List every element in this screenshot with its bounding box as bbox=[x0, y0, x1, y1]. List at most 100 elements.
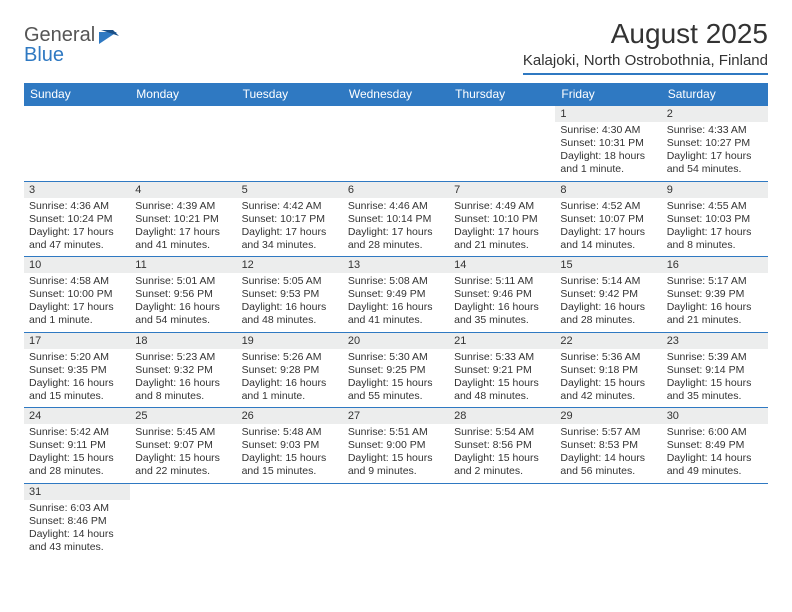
daylight: Daylight: 15 hours and 22 minutes. bbox=[135, 452, 231, 478]
empty-daynum bbox=[555, 484, 661, 500]
daylight: Daylight: 14 hours and 43 minutes. bbox=[29, 528, 125, 554]
day-number: 21 bbox=[449, 333, 555, 349]
day-number: 30 bbox=[662, 408, 768, 424]
sunset: Sunset: 10:21 PM bbox=[135, 213, 231, 226]
day-number: 24 bbox=[24, 408, 130, 424]
day-number: 28 bbox=[449, 408, 555, 424]
calendar-cell: 27Sunrise: 5:51 AMSunset: 9:00 PMDayligh… bbox=[343, 408, 449, 484]
day-number: 23 bbox=[662, 333, 768, 349]
calendar-cell: 28Sunrise: 5:54 AMSunset: 8:56 PMDayligh… bbox=[449, 408, 555, 484]
sunset: Sunset: 10:03 PM bbox=[667, 213, 763, 226]
daylight: Daylight: 14 hours and 49 minutes. bbox=[667, 452, 763, 478]
sunrise: Sunrise: 5:42 AM bbox=[29, 426, 125, 439]
day-details: Sunrise: 5:23 AMSunset: 9:32 PMDaylight:… bbox=[130, 349, 236, 408]
daylight: Daylight: 17 hours and 34 minutes. bbox=[242, 226, 338, 252]
daylight: Daylight: 15 hours and 42 minutes. bbox=[560, 377, 656, 403]
calendar-cell bbox=[24, 106, 130, 182]
col-sunday: Sunday bbox=[24, 83, 130, 106]
calendar-cell: 29Sunrise: 5:57 AMSunset: 8:53 PMDayligh… bbox=[555, 408, 661, 484]
sunset: Sunset: 10:10 PM bbox=[454, 213, 550, 226]
day-details: Sunrise: 5:51 AMSunset: 9:00 PMDaylight:… bbox=[343, 424, 449, 483]
sunrise: Sunrise: 5:23 AM bbox=[135, 351, 231, 364]
sunrise: Sunrise: 5:20 AM bbox=[29, 351, 125, 364]
col-thursday: Thursday bbox=[449, 83, 555, 106]
sunset: Sunset: 9:21 PM bbox=[454, 364, 550, 377]
day-number: 27 bbox=[343, 408, 449, 424]
day-details: Sunrise: 5:14 AMSunset: 9:42 PMDaylight:… bbox=[555, 273, 661, 332]
sunset: Sunset: 9:53 PM bbox=[242, 288, 338, 301]
empty-daynum bbox=[237, 106, 343, 122]
sunset: Sunset: 10:00 PM bbox=[29, 288, 125, 301]
calendar-cell: 4Sunrise: 4:39 AMSunset: 10:21 PMDayligh… bbox=[130, 181, 236, 257]
day-number: 8 bbox=[555, 182, 661, 198]
day-details: Sunrise: 4:58 AMSunset: 10:00 PMDaylight… bbox=[24, 273, 130, 332]
empty-daynum bbox=[662, 484, 768, 500]
sunrise: Sunrise: 5:36 AM bbox=[560, 351, 656, 364]
calendar-cell: 31Sunrise: 6:03 AMSunset: 8:46 PMDayligh… bbox=[24, 483, 130, 558]
sunset: Sunset: 8:49 PM bbox=[667, 439, 763, 452]
daylight: Daylight: 17 hours and 1 minute. bbox=[29, 301, 125, 327]
calendar-cell: 6Sunrise: 4:46 AMSunset: 10:14 PMDayligh… bbox=[343, 181, 449, 257]
day-details: Sunrise: 5:17 AMSunset: 9:39 PMDaylight:… bbox=[662, 273, 768, 332]
flag-icon bbox=[99, 28, 121, 44]
sunset: Sunset: 9:00 PM bbox=[348, 439, 444, 452]
day-details: Sunrise: 6:03 AMSunset: 8:46 PMDaylight:… bbox=[24, 500, 130, 559]
calendar-cell bbox=[662, 483, 768, 558]
daylight: Daylight: 17 hours and 8 minutes. bbox=[667, 226, 763, 252]
calendar-cell: 25Sunrise: 5:45 AMSunset: 9:07 PMDayligh… bbox=[130, 408, 236, 484]
day-details: Sunrise: 4:52 AMSunset: 10:07 PMDaylight… bbox=[555, 198, 661, 257]
day-details: Sunrise: 5:48 AMSunset: 9:03 PMDaylight:… bbox=[237, 424, 343, 483]
calendar-cell: 30Sunrise: 6:00 AMSunset: 8:49 PMDayligh… bbox=[662, 408, 768, 484]
daylight: Daylight: 16 hours and 28 minutes. bbox=[560, 301, 656, 327]
sunset: Sunset: 9:14 PM bbox=[667, 364, 763, 377]
sunrise: Sunrise: 5:54 AM bbox=[454, 426, 550, 439]
day-details: Sunrise: 4:30 AMSunset: 10:31 PMDaylight… bbox=[555, 122, 661, 181]
day-number: 22 bbox=[555, 333, 661, 349]
day-details: Sunrise: 5:08 AMSunset: 9:49 PMDaylight:… bbox=[343, 273, 449, 332]
sunrise: Sunrise: 4:46 AM bbox=[348, 200, 444, 213]
day-number: 20 bbox=[343, 333, 449, 349]
calendar-cell: 1Sunrise: 4:30 AMSunset: 10:31 PMDayligh… bbox=[555, 106, 661, 182]
sunrise: Sunrise: 5:08 AM bbox=[348, 275, 444, 288]
calendar-cell: 10Sunrise: 4:58 AMSunset: 10:00 PMDaylig… bbox=[24, 257, 130, 333]
daylight: Daylight: 16 hours and 8 minutes. bbox=[135, 377, 231, 403]
logo: General bbox=[24, 18, 123, 47]
calendar-row: 1Sunrise: 4:30 AMSunset: 10:31 PMDayligh… bbox=[24, 106, 768, 182]
sunset: Sunset: 9:18 PM bbox=[560, 364, 656, 377]
sunrise: Sunrise: 4:58 AM bbox=[29, 275, 125, 288]
calendar-cell: 15Sunrise: 5:14 AMSunset: 9:42 PMDayligh… bbox=[555, 257, 661, 333]
col-friday: Friday bbox=[555, 83, 661, 106]
calendar-cell: 7Sunrise: 4:49 AMSunset: 10:10 PMDayligh… bbox=[449, 181, 555, 257]
calendar-row: 31Sunrise: 6:03 AMSunset: 8:46 PMDayligh… bbox=[24, 483, 768, 558]
sunset: Sunset: 9:42 PM bbox=[560, 288, 656, 301]
month-title: August 2025 bbox=[523, 18, 768, 50]
sunrise: Sunrise: 5:57 AM bbox=[560, 426, 656, 439]
day-number: 7 bbox=[449, 182, 555, 198]
day-number: 1 bbox=[555, 106, 661, 122]
day-details: Sunrise: 4:36 AMSunset: 10:24 PMDaylight… bbox=[24, 198, 130, 257]
col-tuesday: Tuesday bbox=[237, 83, 343, 106]
logo-blue-wrap: Blue bbox=[24, 44, 64, 67]
sunset: Sunset: 10:27 PM bbox=[667, 137, 763, 150]
sunrise: Sunrise: 4:30 AM bbox=[560, 124, 656, 137]
sunrise: Sunrise: 5:11 AM bbox=[454, 275, 550, 288]
sunset: Sunset: 9:32 PM bbox=[135, 364, 231, 377]
calendar-cell: 12Sunrise: 5:05 AMSunset: 9:53 PMDayligh… bbox=[237, 257, 343, 333]
day-details: Sunrise: 5:36 AMSunset: 9:18 PMDaylight:… bbox=[555, 349, 661, 408]
calendar-cell: 14Sunrise: 5:11 AMSunset: 9:46 PMDayligh… bbox=[449, 257, 555, 333]
sunrise: Sunrise: 5:14 AM bbox=[560, 275, 656, 288]
day-number: 9 bbox=[662, 182, 768, 198]
daylight: Daylight: 16 hours and 15 minutes. bbox=[29, 377, 125, 403]
sunset: Sunset: 9:07 PM bbox=[135, 439, 231, 452]
day-details: Sunrise: 5:57 AMSunset: 8:53 PMDaylight:… bbox=[555, 424, 661, 483]
sunrise: Sunrise: 5:51 AM bbox=[348, 426, 444, 439]
sunset: Sunset: 9:25 PM bbox=[348, 364, 444, 377]
day-details: Sunrise: 5:33 AMSunset: 9:21 PMDaylight:… bbox=[449, 349, 555, 408]
calendar-cell: 17Sunrise: 5:20 AMSunset: 9:35 PMDayligh… bbox=[24, 332, 130, 408]
sunset: Sunset: 10:14 PM bbox=[348, 213, 444, 226]
sunrise: Sunrise: 4:42 AM bbox=[242, 200, 338, 213]
title-block: August 2025 Kalajoki, North Ostrobothnia… bbox=[523, 18, 768, 75]
daylight: Daylight: 17 hours and 14 minutes. bbox=[560, 226, 656, 252]
day-number: 5 bbox=[237, 182, 343, 198]
day-number: 17 bbox=[24, 333, 130, 349]
